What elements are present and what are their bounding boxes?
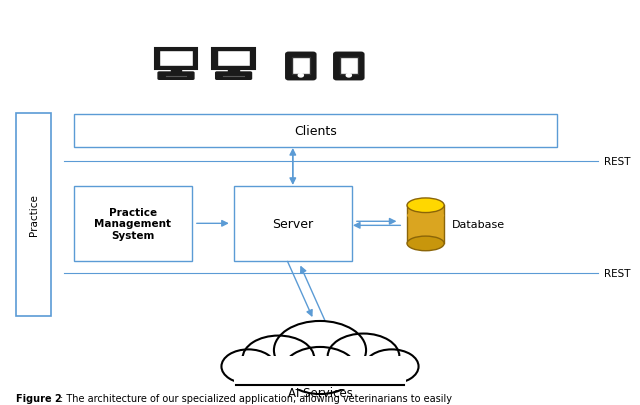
Text: Clients: Clients xyxy=(294,125,337,138)
FancyBboxPatch shape xyxy=(286,53,316,80)
Text: REST: REST xyxy=(604,269,630,278)
FancyBboxPatch shape xyxy=(155,49,197,70)
FancyBboxPatch shape xyxy=(217,51,250,67)
Text: AI Services: AI Services xyxy=(287,386,353,399)
Ellipse shape xyxy=(407,211,444,221)
Circle shape xyxy=(283,347,357,394)
Circle shape xyxy=(328,334,399,379)
Ellipse shape xyxy=(407,237,444,251)
FancyBboxPatch shape xyxy=(16,113,51,316)
FancyBboxPatch shape xyxy=(407,206,444,244)
FancyBboxPatch shape xyxy=(234,356,406,389)
FancyBboxPatch shape xyxy=(216,73,252,80)
FancyBboxPatch shape xyxy=(292,58,310,75)
Text: Server: Server xyxy=(272,217,314,230)
FancyBboxPatch shape xyxy=(234,186,352,261)
Text: Database: Database xyxy=(452,220,505,230)
FancyBboxPatch shape xyxy=(159,51,193,67)
Circle shape xyxy=(346,75,351,78)
Circle shape xyxy=(243,336,314,381)
Circle shape xyxy=(221,350,275,384)
FancyBboxPatch shape xyxy=(74,186,192,261)
Circle shape xyxy=(274,321,366,379)
FancyBboxPatch shape xyxy=(340,58,358,75)
FancyBboxPatch shape xyxy=(212,49,255,70)
Circle shape xyxy=(365,350,419,384)
Text: Figure 2: Figure 2 xyxy=(16,393,61,403)
FancyBboxPatch shape xyxy=(334,53,364,80)
Circle shape xyxy=(298,75,303,78)
Text: : The architecture of our specialized application, allowing veterinarians to eas: : The architecture of our specialized ap… xyxy=(60,393,452,403)
Text: Practice
Management
System: Practice Management System xyxy=(94,207,172,240)
FancyBboxPatch shape xyxy=(158,73,194,80)
Text: REST: REST xyxy=(604,157,630,167)
Ellipse shape xyxy=(407,198,444,213)
Text: Practice: Practice xyxy=(29,194,38,236)
FancyBboxPatch shape xyxy=(74,115,557,148)
